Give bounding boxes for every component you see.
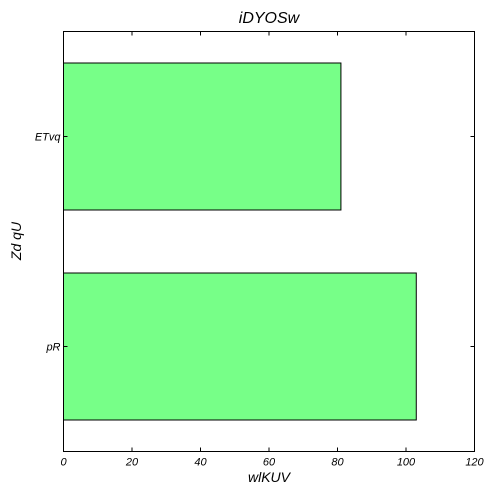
bar-pr <box>63 272 417 421</box>
x-tick-label: 0 <box>60 457 67 469</box>
x-tick-label: 40 <box>194 457 207 469</box>
x-tick-label: 100 <box>397 457 416 469</box>
x-axis-label: wlKUV <box>248 469 292 485</box>
x-tick-label: 20 <box>125 457 139 469</box>
x-tick-label: 80 <box>331 457 344 469</box>
x-tick-label: 60 <box>263 457 276 469</box>
chart-title: iDYOSw <box>239 10 301 27</box>
ticks-group: pR ETvq 0 20 40 60 80 100 120 <box>35 31 485 469</box>
x-tick-label: 120 <box>465 457 484 469</box>
y-tick-label: ETvq <box>35 132 62 144</box>
plot-frame <box>63 31 475 452</box>
bar-etvq <box>63 62 342 211</box>
y-tick-label: pR <box>45 342 60 354</box>
y-axis-label: Zd qU <box>8 221 24 261</box>
bars-group <box>63 62 417 421</box>
